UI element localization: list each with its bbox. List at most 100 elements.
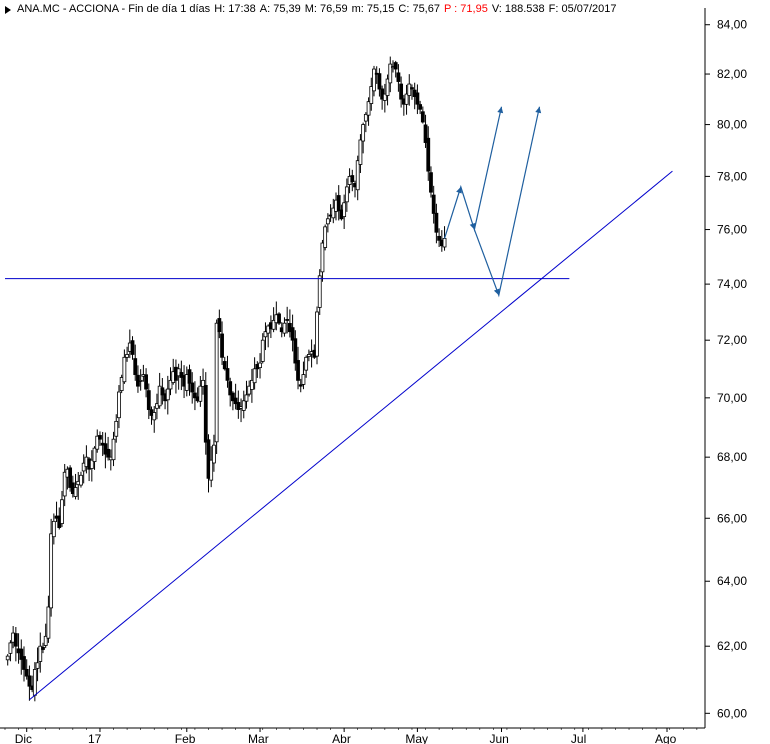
x-tick-label: Ago bbox=[655, 732, 677, 744]
candle bbox=[157, 372, 162, 409]
x-tick-label: Jun bbox=[490, 732, 509, 744]
trendline[interactable] bbox=[29, 170, 673, 701]
candle bbox=[361, 122, 366, 154]
y-tick-label: 72,00 bbox=[717, 333, 747, 347]
candle bbox=[203, 372, 208, 455]
candle bbox=[404, 84, 409, 115]
y-tick-label: 64,00 bbox=[717, 574, 747, 588]
candle bbox=[434, 203, 439, 244]
candle bbox=[344, 178, 349, 212]
projection-arrow[interactable] bbox=[473, 106, 542, 298]
candle bbox=[38, 632, 43, 673]
candle bbox=[95, 429, 100, 453]
candle bbox=[198, 375, 203, 407]
candle bbox=[35, 647, 40, 682]
candle bbox=[315, 306, 319, 365]
candle bbox=[43, 623, 48, 649]
header-min: m: 75,15 bbox=[351, 3, 395, 15]
y-tick-label: 82,00 bbox=[717, 67, 747, 81]
y-tick-label: 84,00 bbox=[717, 18, 747, 32]
candle bbox=[241, 390, 246, 419]
candle bbox=[429, 166, 433, 198]
candle bbox=[282, 317, 287, 337]
candle bbox=[73, 473, 78, 500]
y-tick-label: 68,00 bbox=[717, 450, 747, 464]
header-m: M: 76,59 bbox=[304, 3, 348, 15]
candle bbox=[426, 126, 431, 181]
candle bbox=[89, 450, 94, 482]
candle bbox=[431, 185, 436, 224]
candle bbox=[277, 312, 281, 325]
candle bbox=[396, 64, 401, 92]
candle bbox=[385, 74, 390, 106]
candle bbox=[165, 375, 170, 415]
candle bbox=[363, 112, 368, 133]
candle bbox=[51, 513, 56, 545]
arrowhead bbox=[497, 106, 504, 114]
candle bbox=[350, 169, 355, 192]
chart-overlays bbox=[5, 106, 673, 701]
candle bbox=[19, 639, 24, 675]
y-tick-label: 78,00 bbox=[717, 169, 747, 183]
candle bbox=[179, 360, 184, 391]
candle bbox=[98, 431, 102, 446]
candle bbox=[323, 224, 328, 251]
y-tick-label: 66,00 bbox=[717, 511, 747, 525]
candle bbox=[138, 369, 143, 391]
y-tick-label: 80,00 bbox=[717, 118, 747, 132]
candle bbox=[407, 74, 412, 106]
x-tick-label: Jul bbox=[571, 732, 586, 744]
candle bbox=[174, 359, 178, 394]
chart-axes bbox=[0, 8, 706, 729]
candle bbox=[296, 346, 300, 390]
candle bbox=[13, 626, 18, 662]
candle bbox=[122, 349, 127, 384]
candle bbox=[117, 385, 121, 429]
candle bbox=[266, 324, 271, 348]
candle bbox=[225, 355, 230, 388]
header-a: A: 75,39 bbox=[259, 3, 301, 15]
candle bbox=[60, 490, 64, 528]
candle bbox=[68, 465, 73, 492]
candle bbox=[41, 642, 45, 654]
candle bbox=[258, 353, 262, 379]
projection-arrow[interactable] bbox=[443, 106, 504, 239]
candle bbox=[369, 77, 374, 111]
chart-header: ANA.MC - ACCIONA - Fin de día 1 días H: … bbox=[2, 1, 620, 18]
candle bbox=[190, 372, 195, 404]
candle bbox=[377, 68, 382, 97]
info-icon bbox=[5, 5, 11, 14]
candle bbox=[5, 654, 10, 666]
candle bbox=[285, 306, 290, 334]
candle bbox=[301, 361, 306, 390]
candle bbox=[358, 134, 363, 173]
candle bbox=[24, 659, 29, 680]
candle bbox=[146, 383, 151, 420]
candle bbox=[106, 436, 111, 461]
candle bbox=[423, 114, 428, 148]
candle bbox=[437, 228, 442, 248]
candle bbox=[290, 314, 295, 352]
candle bbox=[206, 434, 211, 493]
candle bbox=[209, 446, 214, 488]
candle bbox=[331, 198, 336, 224]
candle bbox=[231, 391, 235, 411]
candle bbox=[92, 446, 97, 470]
candle bbox=[304, 355, 309, 378]
candle bbox=[293, 330, 298, 371]
candle bbox=[418, 100, 423, 115]
candle bbox=[212, 434, 216, 472]
candle bbox=[336, 185, 341, 221]
candle bbox=[342, 194, 347, 229]
candle bbox=[130, 336, 135, 360]
y-tick-label: 74,00 bbox=[717, 277, 747, 291]
candle bbox=[317, 269, 322, 315]
candle bbox=[263, 322, 268, 351]
candle bbox=[399, 76, 404, 108]
candle bbox=[114, 414, 119, 443]
candle bbox=[355, 155, 360, 201]
x-tick-label: May bbox=[405, 732, 428, 744]
candle bbox=[298, 378, 303, 393]
header-symbol: ANA.MC - ACCIONA - Fin de día 1 días bbox=[17, 3, 211, 15]
